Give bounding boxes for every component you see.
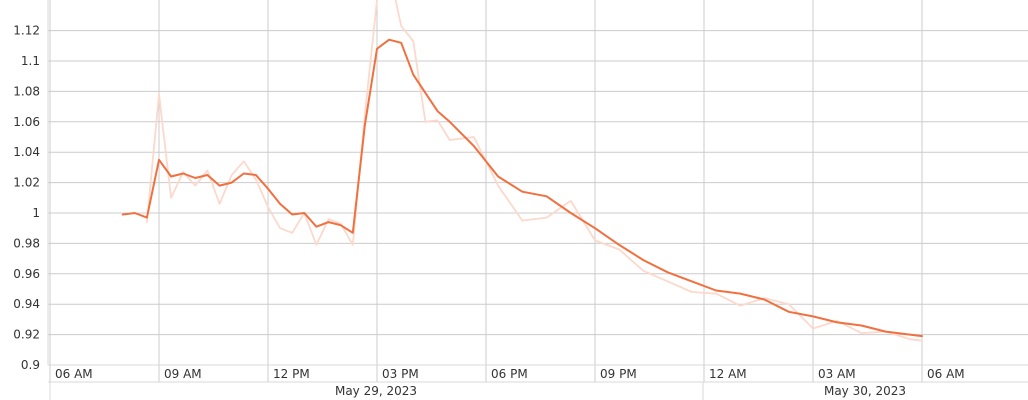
x-tick-label: 12 AM [709, 367, 747, 381]
y-tick-label: 1.12 [13, 24, 40, 38]
x-tick-label: 06 PM [491, 367, 528, 381]
x-tick-label: 09 PM [600, 367, 637, 381]
date-label: May 30, 2023 [824, 384, 906, 398]
y-tick-label: 1.04 [13, 145, 40, 159]
date-label: May 29, 2023 [335, 384, 417, 398]
x-tick-label: 09 AM [164, 367, 202, 381]
axis-lines [47, 0, 1028, 400]
y-tick-label: 0.98 [13, 236, 40, 250]
grid-lines [48, 0, 1028, 382]
x-tick-label: 06 AM [55, 367, 93, 381]
series-line-main [121, 38, 923, 338]
y-tick-label: 0.9 [21, 358, 40, 372]
y-tick-label: 0.96 [13, 267, 40, 281]
y-tick-label: 1.02 [13, 176, 40, 190]
y-tick-label: 1.1 [21, 54, 40, 68]
series-line-secondary [145, 0, 923, 342]
tick-labels: 0.9 0.92 0.94 0.96 0.98 1 1.02 1.04 1.06 1.08 1.1 1… [13, 24, 964, 398]
y-tick-label: 0.92 [13, 328, 40, 342]
series-lines [121, 0, 923, 342]
y-tick-label: 1 [32, 206, 40, 220]
x-tick-label: 12 PM [273, 367, 310, 381]
x-tick-label: 03 AM [818, 367, 856, 381]
y-tick-label: 0.94 [13, 297, 40, 311]
y-tick-label: 1.06 [13, 115, 40, 129]
x-tick-label: 06 AM [927, 367, 965, 381]
y-tick-label: 1.08 [13, 84, 40, 98]
x-tick-label: 03 PM [382, 367, 419, 381]
